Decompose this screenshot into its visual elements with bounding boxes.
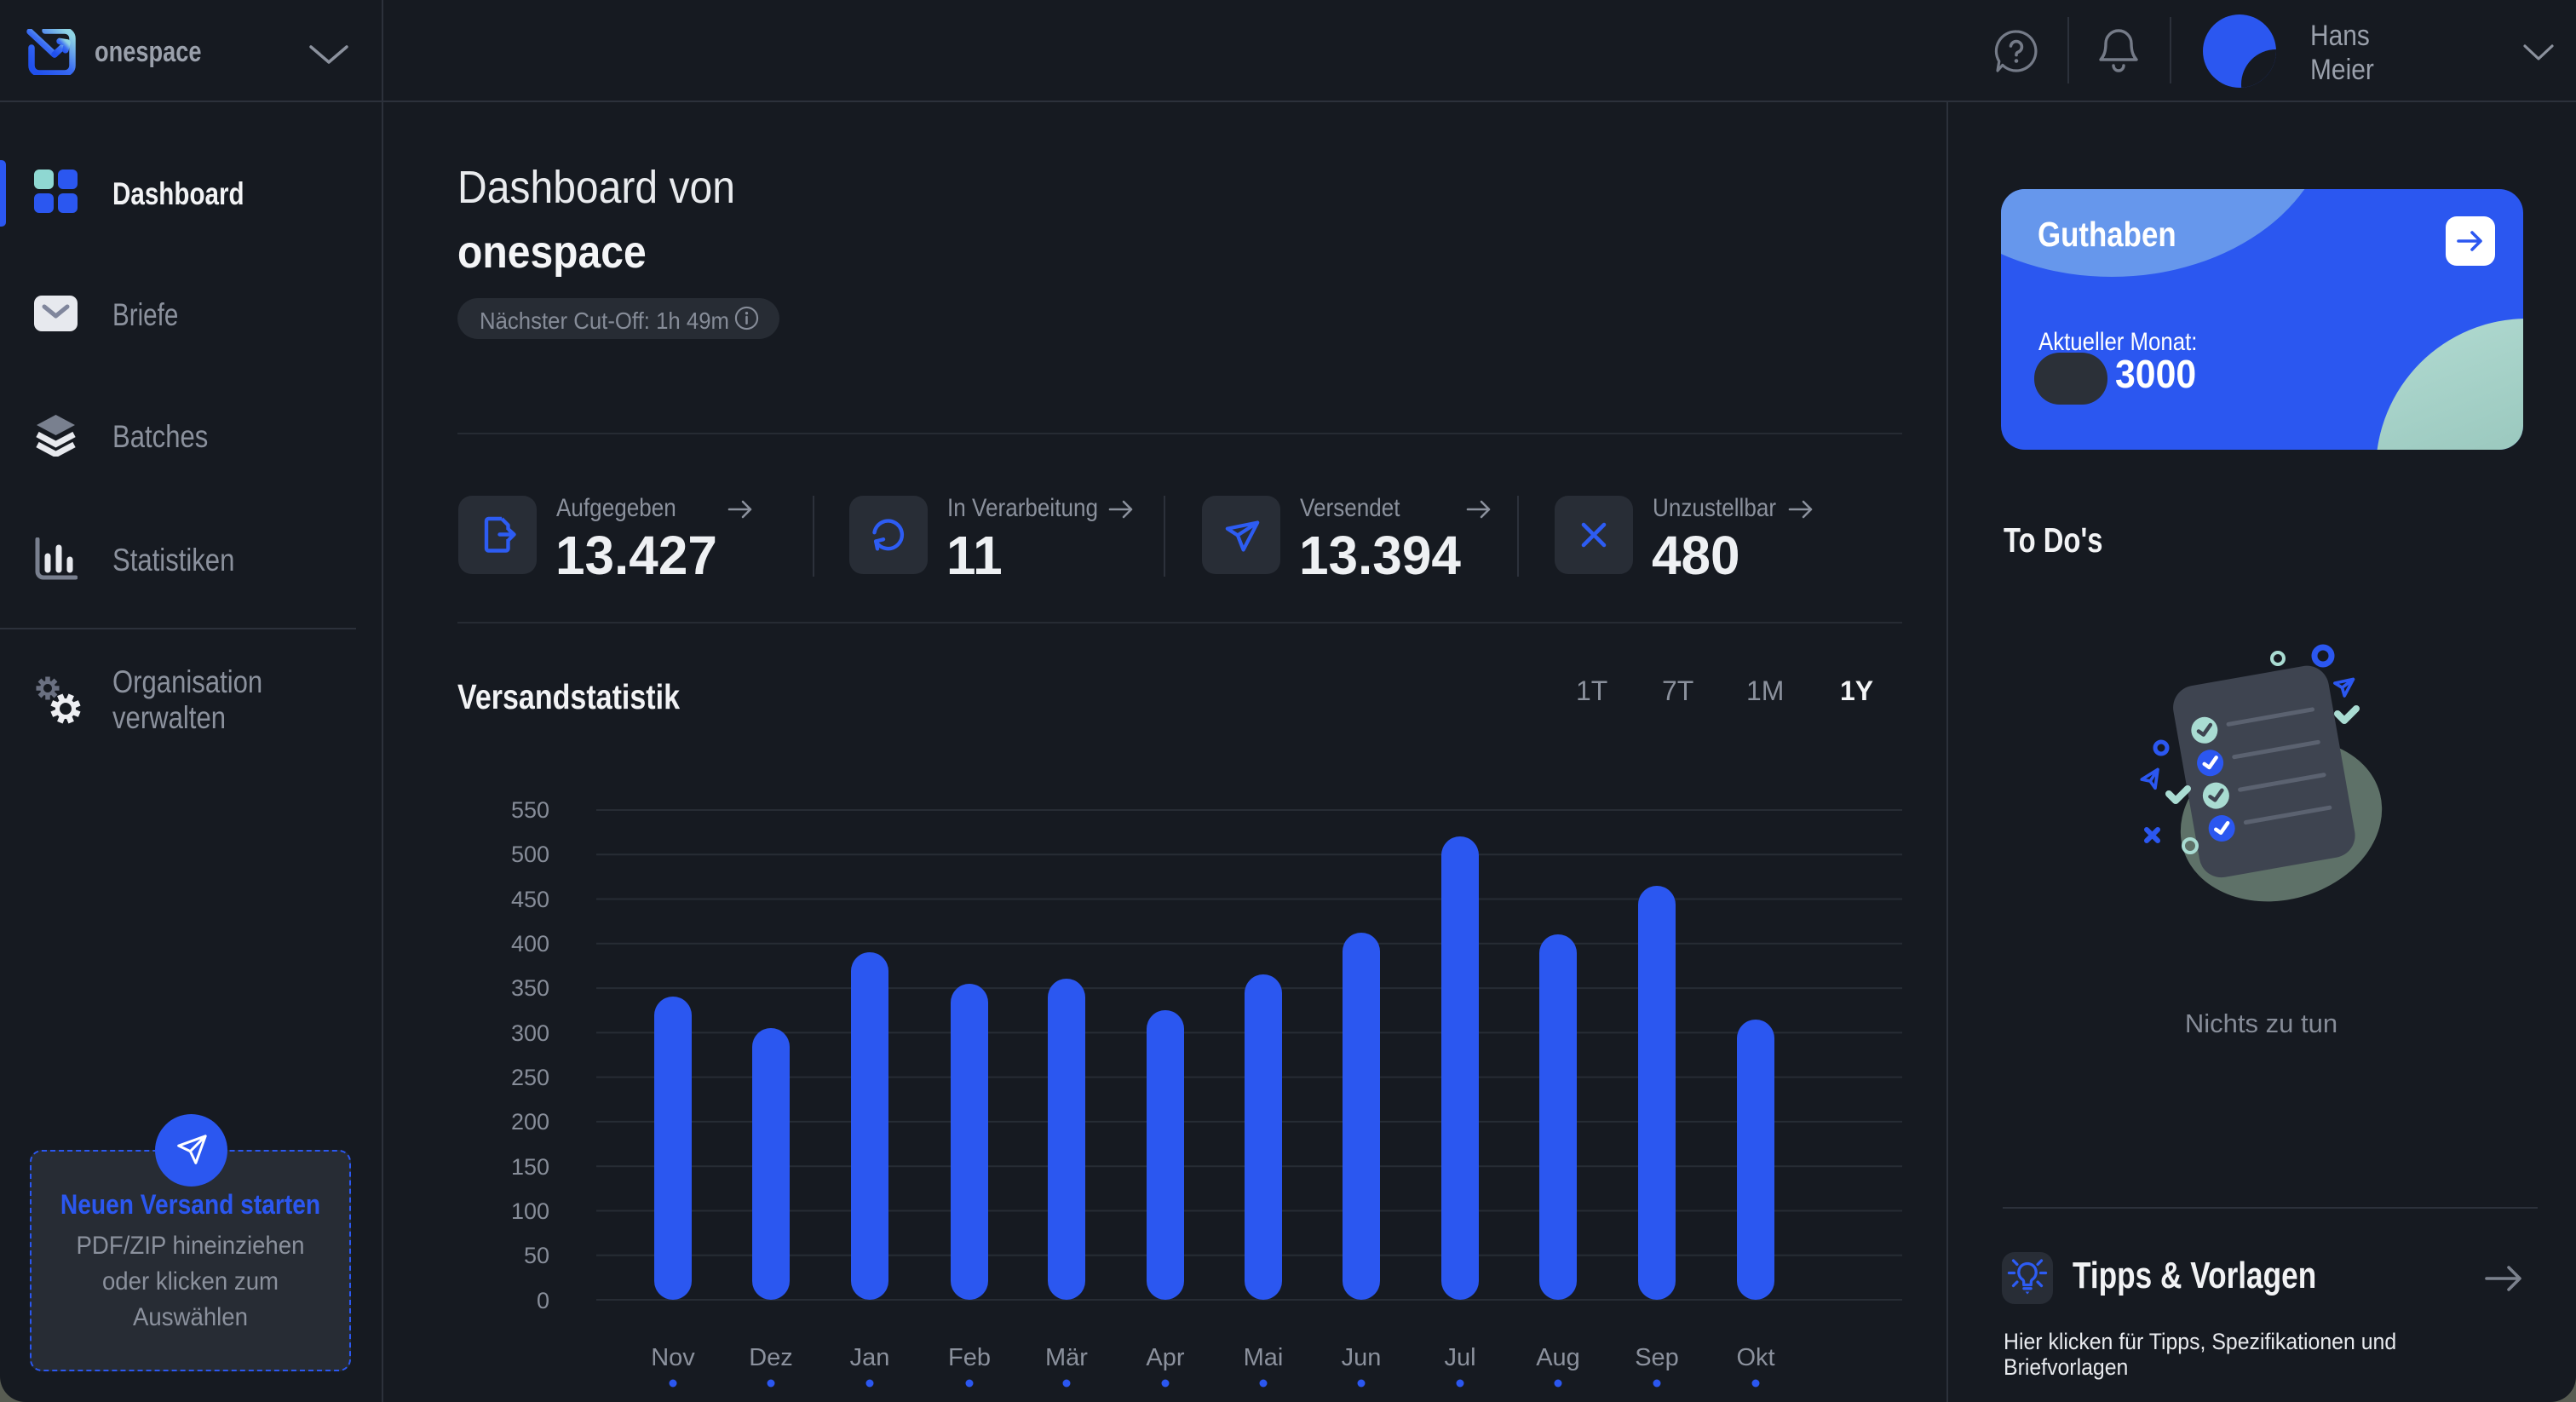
svg-text:Dez: Dez <box>749 1344 793 1371</box>
svg-text:0: 0 <box>537 1288 549 1313</box>
svg-text:Jul: Jul <box>1444 1344 1475 1371</box>
svg-text:500: 500 <box>511 842 549 867</box>
svg-text:Mai: Mai <box>1244 1344 1284 1371</box>
svg-text:150: 150 <box>511 1154 549 1180</box>
svg-text:Mär: Mär <box>1045 1344 1088 1371</box>
svg-text:300: 300 <box>511 1020 549 1046</box>
svg-text:400: 400 <box>511 931 549 957</box>
svg-text:Jun: Jun <box>1342 1344 1382 1371</box>
svg-text:Okt: Okt <box>1736 1344 1774 1371</box>
svg-text:50: 50 <box>524 1243 549 1268</box>
svg-text:Sep: Sep <box>1635 1344 1679 1371</box>
svg-text:450: 450 <box>511 887 549 912</box>
svg-text:Nov: Nov <box>651 1344 695 1371</box>
svg-text:Feb: Feb <box>948 1344 991 1371</box>
svg-text:550: 550 <box>511 797 549 823</box>
svg-text:Apr: Apr <box>1146 1344 1184 1371</box>
svg-text:Jan: Jan <box>850 1344 890 1371</box>
svg-text:200: 200 <box>511 1109 549 1135</box>
svg-text:Aug: Aug <box>1536 1344 1580 1371</box>
svg-text:100: 100 <box>511 1198 549 1224</box>
svg-text:350: 350 <box>511 975 549 1001</box>
svg-text:250: 250 <box>511 1065 549 1090</box>
